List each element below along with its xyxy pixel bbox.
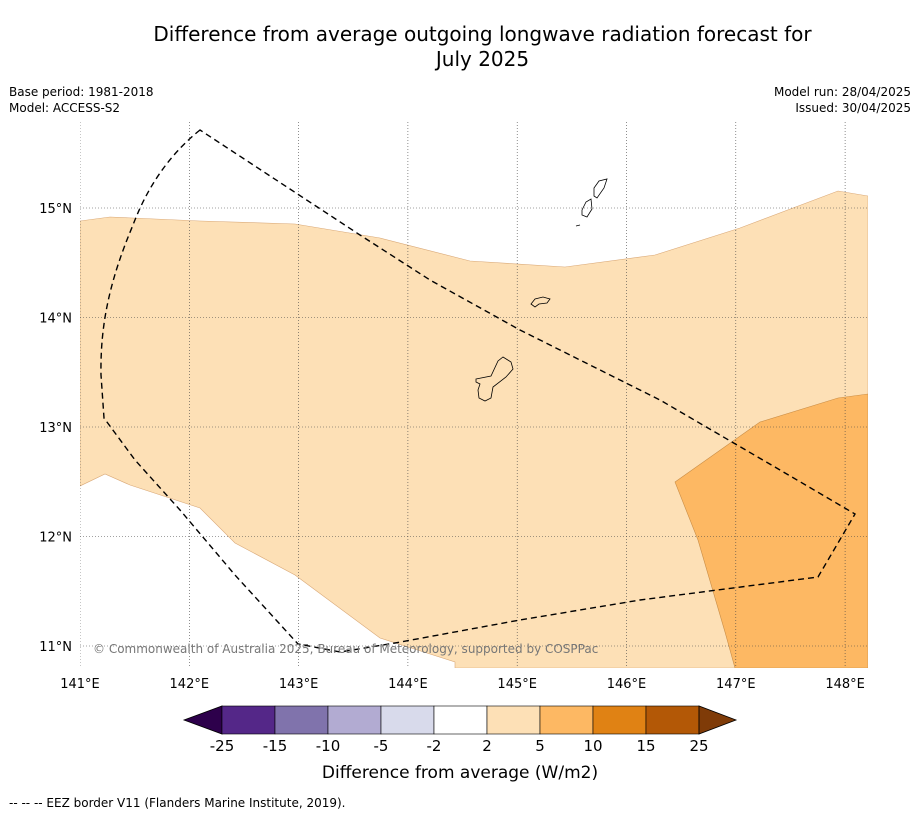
colorbar-tick-label: 2 (482, 737, 492, 755)
lon-tick-label: 142°E (170, 677, 210, 692)
title-line-2: July 2025 (435, 47, 530, 71)
issued-date: Issued: 30/04/2025 (795, 101, 911, 115)
anomaly-region-5-10 (674, 393, 868, 668)
colorbar-tick-label: 5 (535, 737, 545, 755)
colorbar-over-arrow (698, 705, 738, 735)
lon-tick-label: 141°E (60, 677, 100, 692)
colorbar-segment (274, 705, 329, 735)
map-title: Difference from average outgoing longwav… (0, 22, 919, 72)
colorbar-tick-label: -15 (263, 737, 288, 755)
lon-tick-label: 147°E (716, 677, 756, 692)
colorbar-tick-label: 10 (583, 737, 602, 755)
island-guam (475, 356, 514, 402)
colorbar-tick-label: -2 (427, 737, 442, 755)
island-rota (530, 296, 551, 308)
model-name: Model: ACCESS-S2 (9, 101, 121, 115)
lon-tick-label: 148°E (825, 677, 865, 692)
lat-tick-label: 13°N (39, 421, 72, 436)
base-period: Base period: 1981-2018 (9, 85, 154, 99)
map-plot-area: © Commonwealth of Australia 2025, Bureau… (80, 122, 868, 668)
lon-tick-label: 144°E (388, 677, 428, 692)
anomaly-region-2-5 (80, 190, 868, 668)
colorbar-segment (221, 705, 276, 735)
colorbar-segment (645, 705, 700, 735)
lon-tick-label: 145°E (497, 677, 537, 692)
model-run: Model run: 28/04/2025 (773, 85, 911, 99)
colorbar-segment (539, 705, 594, 735)
lon-tick-label: 143°E (279, 677, 319, 692)
colorbar: -25 -15 -10 -5 -2 2 5 10 15 25 (182, 705, 738, 755)
copyright-notice: © Commonwealth of Australia 2025, Bureau… (93, 642, 598, 656)
gridlines (80, 122, 868, 668)
eez-border (100, 129, 856, 653)
eez-footnote: -- -- -- EEZ border V11 (Flanders Marine… (9, 796, 346, 810)
lat-tick-label: 12°N (39, 531, 72, 546)
colorbar-segment (486, 705, 541, 735)
lat-tick-label: 15°N (39, 202, 72, 217)
colorbar-segment (327, 705, 382, 735)
island-saipan (593, 178, 608, 199)
meta-left: Base period: 1981-2018 Model: ACCESS-S2 (9, 84, 154, 116)
colorbar-segment (592, 705, 647, 735)
colorbar-label: Difference from average (W/m2) (322, 763, 598, 783)
lon-tick-label: 146°E (607, 677, 647, 692)
latitude-tick-labels: 11°N 12°N 13°N 14°N 15°N (39, 202, 72, 655)
longitude-tick-labels: 141°E 142°E 143°E 144°E 145°E 146°E 147°E 148°E (60, 677, 865, 692)
colorbar-segment (380, 705, 435, 735)
island-aguijan (575, 224, 581, 227)
colorbar-tick-label: -25 (210, 737, 235, 755)
colorbar-tick-label: -10 (316, 737, 341, 755)
colorbar-segment (433, 705, 488, 735)
colorbar-tick-label: 25 (689, 737, 708, 755)
colorbar-under-arrow (182, 705, 223, 735)
title-line-1: Difference from average outgoing longwav… (153, 22, 812, 46)
colorbar-tick-label: -5 (374, 737, 389, 755)
colorbar-tick-label: 15 (636, 737, 655, 755)
meta-right: Model run: 28/04/2025 Issued: 30/04/2025 (774, 84, 911, 116)
lat-tick-label: 14°N (39, 312, 72, 327)
island-tinian (581, 198, 593, 218)
lat-tick-label: 11°N (39, 640, 72, 655)
